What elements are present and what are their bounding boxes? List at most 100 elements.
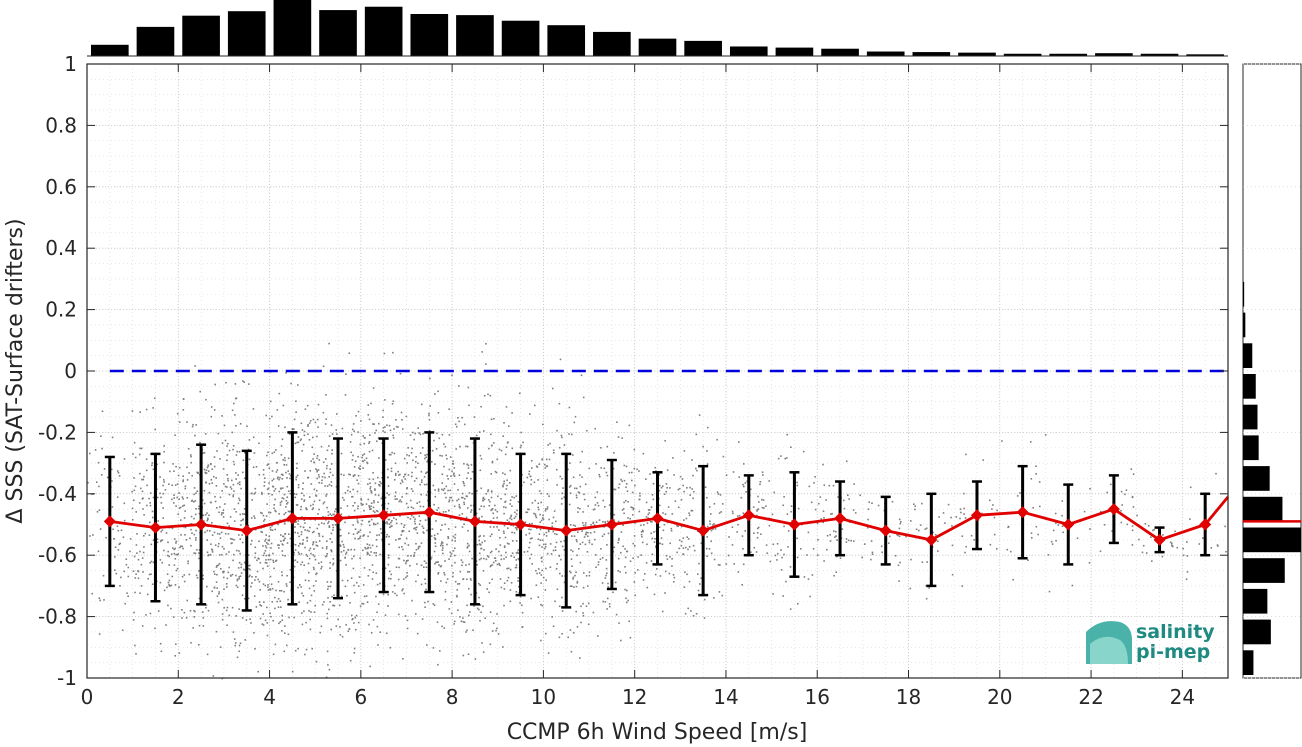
- scatter-point: [382, 416, 384, 418]
- scatter-point: [315, 541, 318, 543]
- scatter-point: [897, 564, 900, 567]
- scatter-point: [550, 553, 553, 555]
- scatter-point: [509, 517, 511, 520]
- scatter-point: [1130, 468, 1133, 470]
- scatter-point: [577, 507, 579, 509]
- scatter-point: [480, 547, 483, 550]
- scatter-point: [561, 596, 563, 599]
- scatter-point: [670, 529, 673, 532]
- scatter-point: [421, 403, 423, 406]
- scatter-point: [340, 513, 343, 516]
- scatter-point: [594, 427, 596, 430]
- scatter-point: [461, 561, 464, 564]
- scatter-point: [533, 481, 536, 484]
- scatter-point: [868, 501, 870, 503]
- scatter-point: [417, 462, 419, 464]
- scatter-point: [576, 487, 578, 490]
- top-histogram-bar: [1186, 54, 1224, 56]
- scatter-point: [369, 508, 371, 510]
- scatter-point: [718, 591, 721, 593]
- scatter-point: [658, 473, 660, 476]
- scatter-point: [269, 435, 271, 438]
- scatter-point: [449, 489, 452, 492]
- scatter-point: [443, 465, 445, 468]
- scatter-point: [576, 582, 579, 584]
- scatter-point: [101, 447, 103, 450]
- scatter-point: [545, 465, 548, 468]
- scatter-point: [489, 500, 491, 503]
- scatter-point: [647, 509, 650, 511]
- scatter-point: [436, 432, 438, 435]
- scatter-point: [830, 513, 832, 515]
- scatter-point: [332, 558, 335, 560]
- scatter-point: [419, 520, 422, 522]
- scatter-point: [274, 607, 276, 610]
- scatter-point: [505, 551, 507, 554]
- scatter-point: [190, 528, 192, 531]
- scatter-point: [519, 602, 521, 604]
- scatter-point: [769, 560, 772, 563]
- scatter-point: [302, 526, 305, 529]
- scatter-point: [178, 492, 180, 494]
- scatter-point: [445, 496, 447, 499]
- scatter-point: [156, 463, 158, 466]
- scatter-point: [586, 429, 588, 432]
- scatter-point: [650, 532, 652, 535]
- scatter-point: [1144, 523, 1147, 525]
- scatter-point: [223, 548, 225, 550]
- scatter-point: [302, 488, 304, 490]
- scatter-point: [389, 578, 392, 580]
- scatter-point: [673, 576, 676, 579]
- scatter-point: [607, 532, 610, 535]
- scatter-point: [240, 524, 242, 526]
- scatter-point: [401, 589, 403, 592]
- scatter-point: [357, 621, 360, 624]
- scatter-point: [265, 546, 268, 549]
- scatter-point: [274, 498, 276, 501]
- scatter-point: [263, 481, 266, 483]
- scatter-point: [159, 581, 162, 584]
- scatter-point: [509, 589, 512, 591]
- scatter-point: [434, 463, 436, 465]
- scatter-point: [335, 485, 338, 488]
- scatter-point: [114, 569, 116, 571]
- scatter-point: [244, 451, 246, 454]
- scatter-point: [238, 650, 240, 653]
- scatter-point: [629, 517, 631, 520]
- scatter-point: [970, 534, 973, 537]
- scatter-point: [320, 482, 323, 484]
- scatter-point: [197, 507, 200, 510]
- scatter-point: [693, 549, 696, 552]
- scatter-point: [222, 468, 225, 470]
- scatter-point: [423, 566, 425, 568]
- scatter-point: [375, 539, 378, 541]
- scatter-point: [951, 573, 954, 576]
- scatter-point: [989, 543, 992, 546]
- scatter-point: [488, 504, 491, 507]
- scatter-point: [774, 554, 777, 557]
- scatter-point: [248, 564, 250, 567]
- scatter-point: [393, 452, 396, 455]
- scatter-point: [466, 604, 468, 607]
- scatter-point: [1062, 531, 1064, 534]
- scatter-point: [576, 554, 578, 557]
- scatter-point: [327, 585, 330, 588]
- scatter-point: [284, 512, 287, 514]
- scatter-point: [823, 560, 825, 562]
- scatter-point: [163, 450, 165, 453]
- scatter-point: [271, 529, 274, 531]
- scatter-point: [457, 583, 459, 585]
- scatter-point: [582, 612, 584, 614]
- scatter-point: [552, 387, 554, 390]
- scatter-point: [756, 532, 759, 534]
- scatter-point: [492, 512, 494, 515]
- scatter-point: [205, 604, 208, 606]
- scatter-point: [534, 513, 537, 515]
- y-tick-label: 0: [64, 359, 77, 383]
- scatter-point: [309, 628, 312, 631]
- scatter-point: [310, 483, 313, 485]
- scatter-point: [664, 513, 667, 515]
- scatter-point: [166, 573, 169, 575]
- scatter-point: [290, 474, 292, 477]
- top-histogram-bar: [593, 31, 631, 56]
